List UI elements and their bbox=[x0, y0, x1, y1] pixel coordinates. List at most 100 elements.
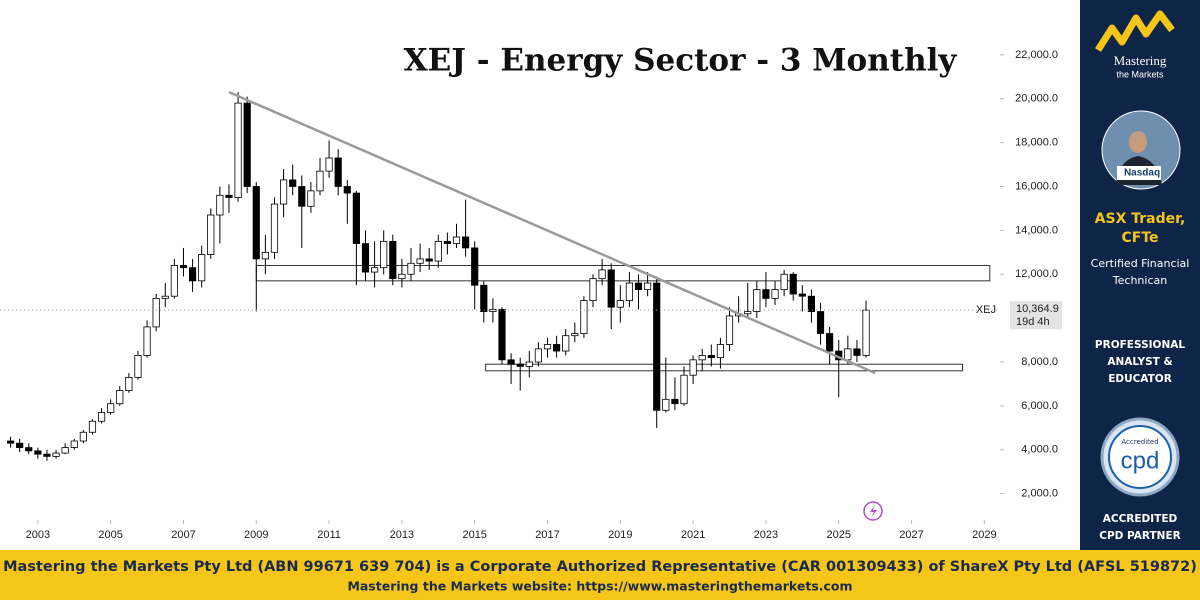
candle-body bbox=[553, 344, 561, 352]
y-tick-label: 8,000.0 bbox=[1021, 356, 1058, 368]
candle-body bbox=[662, 398, 670, 411]
x-tick-label: 2009 bbox=[244, 529, 268, 541]
candle-body bbox=[407, 262, 415, 275]
candle-body bbox=[598, 269, 606, 280]
candle-body bbox=[543, 344, 552, 350]
name-text: ASX Trader, bbox=[1095, 211, 1186, 227]
footer-text: Mastering the Markets website: https://w… bbox=[347, 579, 852, 594]
candle-body bbox=[261, 251, 269, 260]
candle-body bbox=[525, 361, 533, 367]
x-tick-label: 2013 bbox=[390, 529, 414, 541]
candle-body bbox=[307, 190, 315, 207]
name-text: CFTe bbox=[1121, 230, 1158, 246]
countdown-label: 19d 4h bbox=[1016, 316, 1050, 328]
candle-body bbox=[689, 359, 697, 376]
candle-body bbox=[161, 295, 169, 299]
candle-body bbox=[243, 102, 251, 187]
y-tick-label: 4,000.0 bbox=[1021, 444, 1058, 456]
candle-body bbox=[862, 309, 870, 356]
candle-body bbox=[580, 300, 588, 334]
candle-body bbox=[334, 157, 342, 187]
y-tick-label: 22,000.0 bbox=[1015, 49, 1058, 61]
candle-body bbox=[88, 420, 97, 433]
candle-body bbox=[534, 348, 542, 363]
x-tick-label: 2025 bbox=[826, 529, 850, 541]
candle-body bbox=[298, 186, 306, 207]
candle-body bbox=[716, 344, 725, 359]
candle-body bbox=[270, 203, 279, 253]
candle-body bbox=[853, 348, 861, 356]
candle-body bbox=[289, 179, 297, 187]
symbol-label: XEJ bbox=[976, 304, 996, 316]
footer bbox=[0, 550, 1200, 600]
candle-body bbox=[443, 240, 451, 244]
role-text: PROFESSIONAL bbox=[1095, 339, 1185, 351]
candle-body bbox=[198, 254, 206, 282]
badge-text: cpd bbox=[1121, 447, 1160, 474]
y-tick-label: 2,000.0 bbox=[1021, 488, 1058, 500]
candle-body bbox=[625, 282, 633, 301]
y-tick-label: 12,000.0 bbox=[1015, 268, 1058, 280]
candle-body bbox=[798, 293, 806, 297]
candle-body bbox=[43, 453, 51, 457]
candle-body bbox=[471, 247, 479, 286]
candle-body bbox=[343, 186, 351, 194]
candle-body bbox=[352, 192, 360, 244]
y-tick-label: 14,000.0 bbox=[1015, 224, 1058, 236]
role-text: EDUCATOR bbox=[1108, 373, 1172, 385]
candle-body bbox=[762, 289, 770, 299]
x-tick-label: 2019 bbox=[608, 529, 632, 541]
last-price-label: 10,364.9 bbox=[1016, 303, 1059, 315]
x-tick-label: 2007 bbox=[171, 529, 195, 541]
x-tick-label: 2015 bbox=[462, 529, 486, 541]
candle-body bbox=[361, 243, 370, 273]
candle-body bbox=[826, 333, 834, 352]
candle-body bbox=[616, 300, 624, 308]
candle-body bbox=[152, 297, 160, 328]
price-zone bbox=[485, 363, 964, 372]
candle-body bbox=[79, 431, 87, 442]
chart-background bbox=[0, 0, 1080, 550]
candle-body bbox=[25, 447, 33, 452]
candle-body bbox=[97, 412, 106, 422]
y-tick-label: 18,000.0 bbox=[1015, 137, 1058, 149]
candle-body bbox=[844, 348, 852, 361]
x-tick-label: 2027 bbox=[899, 529, 923, 541]
candle-body bbox=[207, 214, 215, 255]
candle-body bbox=[434, 240, 442, 262]
candle-body bbox=[116, 390, 124, 405]
candle-body bbox=[707, 355, 715, 359]
y-tick-label: 16,000.0 bbox=[1015, 180, 1058, 192]
candle-body bbox=[107, 403, 115, 413]
candle-body bbox=[807, 295, 816, 312]
candle-body bbox=[498, 308, 506, 361]
alert-icon[interactable] bbox=[863, 501, 883, 521]
candle-body bbox=[61, 447, 69, 454]
candle-body bbox=[143, 326, 151, 356]
trend-line bbox=[228, 91, 876, 375]
candle-body bbox=[516, 363, 524, 367]
candle-body bbox=[462, 236, 470, 249]
candle-body bbox=[234, 102, 242, 198]
logo-text: the Markets bbox=[1116, 69, 1164, 79]
candle-body bbox=[725, 315, 734, 345]
candle-body bbox=[744, 311, 752, 315]
candle-body bbox=[16, 442, 24, 448]
y-tick-label: 20,000.0 bbox=[1015, 93, 1058, 105]
x-tick-label: 2005 bbox=[98, 529, 122, 541]
alert-icon-bolt bbox=[870, 505, 877, 518]
partner-text: ACCREDITED bbox=[1103, 513, 1178, 525]
role-text: ANALYST & bbox=[1107, 356, 1172, 368]
candle-body bbox=[789, 273, 797, 295]
candle-body bbox=[680, 374, 688, 405]
candle-body bbox=[125, 376, 133, 391]
candle-body bbox=[753, 289, 761, 312]
photo-caption-bg bbox=[1117, 166, 1161, 180]
candle-body bbox=[252, 186, 260, 260]
candle-body bbox=[225, 194, 233, 198]
candle-body bbox=[34, 450, 42, 455]
candle-body bbox=[70, 440, 78, 448]
candle-body bbox=[316, 170, 324, 192]
footer-text: Mastering the Markets Pty Ltd (ABN 99671… bbox=[3, 559, 1197, 575]
